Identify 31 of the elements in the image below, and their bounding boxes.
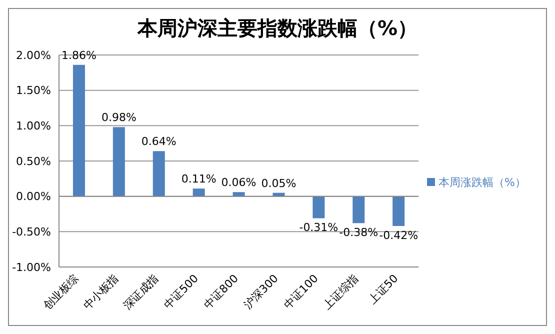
bar xyxy=(72,64,85,196)
bar xyxy=(312,196,325,218)
bar xyxy=(152,151,165,196)
data-label: 0.06% xyxy=(221,176,256,190)
data-label: 0.98% xyxy=(101,111,136,124)
data-label: -0.31% xyxy=(299,221,338,234)
data-label: -0.38% xyxy=(339,226,378,240)
data-label: 0.11% xyxy=(181,172,216,186)
bar xyxy=(112,127,125,196)
bar xyxy=(392,196,405,226)
y-tick-label: 1.00% xyxy=(16,120,51,133)
y-tick-label: 0.50% xyxy=(16,154,51,168)
bar xyxy=(352,196,365,224)
x-tick-label: 上证综指 xyxy=(320,272,361,312)
chart-title: 本周沪深主要指数涨跌幅（%） xyxy=(136,15,419,41)
bar xyxy=(192,188,205,196)
data-label: 1.86% xyxy=(62,48,96,62)
data-label: -0.42% xyxy=(379,229,418,242)
y-tick-label: 0.00% xyxy=(16,190,51,204)
data-label: 0.64% xyxy=(141,135,176,148)
y-tick-label: -0.50% xyxy=(12,226,51,239)
x-tick-label: 中小板指 xyxy=(80,272,122,312)
legend-label: 本周涨跌幅（%） xyxy=(438,176,526,188)
bar xyxy=(232,192,245,196)
x-tick-label: 创业板综 xyxy=(40,272,82,312)
data-label: 0.05% xyxy=(261,176,296,190)
y-tick-label: -1.00% xyxy=(12,260,51,274)
y-tick-label: 1.50% xyxy=(16,84,51,98)
x-tick-label: 深证成指 xyxy=(120,272,161,312)
y-tick-label: 2.00% xyxy=(16,48,51,62)
x-tick-label: 上证50 xyxy=(366,272,401,307)
